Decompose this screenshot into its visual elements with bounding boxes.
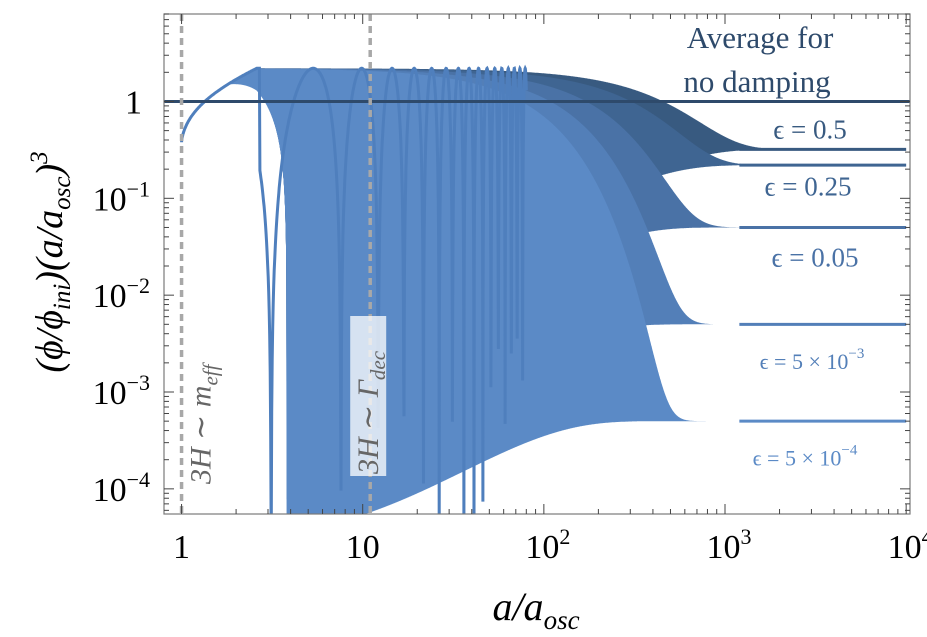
vline-label-decay-backing: [350, 316, 387, 476]
y-tick-label-1: 10−1: [93, 176, 150, 218]
y-axis-title: (ϕ/ϕini)(a/aosc)3: [26, 151, 76, 372]
series-label-4: ϵ = 5 × 10−4: [753, 443, 858, 471]
series-label-0: ϵ = 0.5: [773, 115, 846, 145]
x-tick-label-0: 1: [173, 529, 190, 566]
series-label-1: ϵ = 0.25: [765, 171, 852, 201]
x-tick-label-2: 102: [525, 524, 570, 566]
vline-label-mass: 3H ∼ meff: [185, 361, 223, 485]
plot-frame: [163, 13, 911, 515]
tick-layer: [164, 13, 910, 514]
ref-label-line2: no damping: [683, 64, 830, 99]
ref-label-line1: Average for: [687, 20, 834, 55]
vline-label-decay: 3H ∼ Γdec: [352, 350, 390, 475]
x-tick-labels: 1 10 102 103 104: [173, 524, 927, 566]
y-tick-label-4: 10−4: [93, 467, 150, 509]
early-oscillation-curve: [180, 64, 528, 514]
series-label-2: ϵ = 0.05: [772, 242, 859, 272]
svg-text:3H ∼ meff: 3H ∼ meff: [185, 361, 223, 485]
y-tick-label-3: 10−3: [93, 370, 150, 412]
y-tick-label-2: 10−2: [93, 273, 150, 315]
svg-text:3H ∼ Γdec: 3H ∼ Γdec: [352, 350, 390, 475]
x-tick-label-3: 103: [707, 524, 752, 566]
y-tick-label-0: 1: [125, 84, 142, 121]
series-label-3: ϵ = 5 × 10−3: [760, 346, 865, 374]
x-axis-title: a/aosc: [492, 584, 579, 635]
y-tick-labels: 1 10−1 10−2 10−3 10−4: [93, 84, 150, 508]
x-tick-label-4: 104: [888, 524, 927, 566]
x-tick-label-1: 10: [346, 529, 380, 566]
